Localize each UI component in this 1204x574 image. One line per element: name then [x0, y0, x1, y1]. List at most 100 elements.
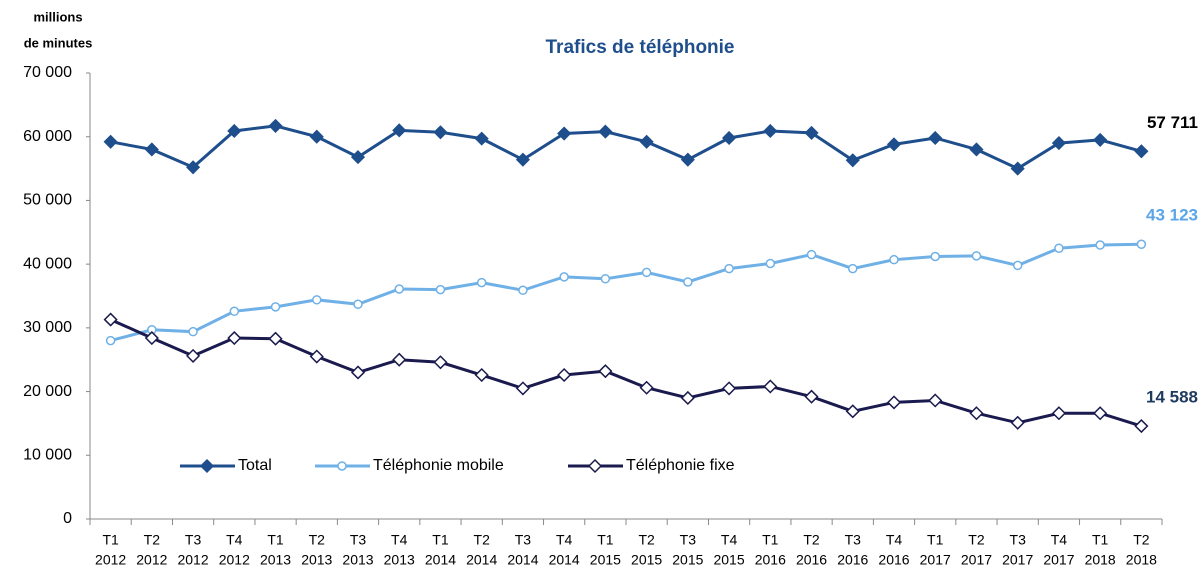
point: [806, 249, 817, 260]
x-tick-label: 2014: [425, 552, 456, 568]
point: [188, 326, 198, 337]
x-tick-label: 2017: [1043, 552, 1074, 568]
point: [724, 263, 734, 274]
point: [765, 258, 776, 269]
point: [392, 352, 407, 367]
series-line: [110, 242, 1142, 343]
y-axis-label: millions: [33, 9, 82, 24]
x-tick-label: 2016: [796, 552, 827, 568]
point: [268, 118, 283, 133]
point: [969, 406, 984, 421]
point: [1134, 418, 1149, 434]
point: [680, 152, 695, 167]
legend-label: Téléphonie mobile: [373, 457, 504, 474]
x-tick-label: 2016: [878, 552, 909, 568]
point: [928, 393, 943, 408]
y-tick-label: 0: [63, 510, 72, 527]
x-tick-label: 2014: [507, 552, 538, 568]
x-tick-label: T3: [1010, 532, 1027, 548]
x-tick-label: 2012: [95, 552, 126, 568]
point: [845, 153, 860, 168]
point: [350, 365, 366, 380]
x-tick-label: 2013: [301, 552, 332, 568]
point: [889, 254, 899, 265]
y-tick-label: 60 000: [23, 128, 72, 145]
x-tick-label: 2015: [590, 552, 621, 568]
x-tick-label: T2: [803, 532, 820, 548]
point: [680, 390, 695, 406]
y-tick-label: 40 000: [23, 255, 72, 272]
data-label: 57 711: [1147, 113, 1198, 132]
data-label: 43 123: [1146, 206, 1198, 225]
x-tick-label: T1: [432, 532, 449, 548]
x-tick-label: T1: [267, 532, 284, 548]
point: [312, 295, 322, 305]
legend-marker: [199, 458, 215, 474]
legend-marker: [337, 461, 347, 471]
x-tick-label: 2014: [549, 552, 580, 568]
point: [886, 395, 902, 410]
chart-title: Trafics de téléphonie: [546, 37, 735, 58]
x-tick-label: T2: [309, 532, 326, 548]
point: [930, 251, 940, 262]
y-tick-label: 10 000: [23, 447, 72, 464]
point: [557, 126, 572, 141]
point: [105, 335, 116, 346]
point: [350, 150, 366, 165]
point: [229, 306, 240, 317]
point: [227, 330, 242, 346]
point: [1093, 406, 1108, 421]
point: [928, 130, 943, 146]
x-tick-label: 2015: [672, 552, 703, 568]
x-tick-label: 2015: [713, 552, 744, 568]
x-tick-label: 2016: [755, 552, 786, 568]
x-tick-label: 2016: [837, 552, 868, 568]
point: [1093, 132, 1108, 147]
x-tick-label: T2: [638, 532, 655, 548]
x-tick-label: 2013: [342, 552, 373, 568]
point: [722, 130, 737, 146]
x-tick-label: 2018: [1126, 552, 1157, 568]
x-tick-label: 2015: [631, 552, 662, 568]
point: [557, 367, 572, 383]
x-tick-label: 2017: [1002, 552, 1033, 568]
point: [598, 124, 613, 139]
point: [103, 312, 118, 327]
point: [1051, 136, 1066, 151]
x-tick-label: 2013: [384, 552, 415, 568]
point: [763, 123, 778, 139]
point: [518, 285, 528, 296]
x-tick-label: T4: [391, 532, 408, 548]
point: [227, 123, 242, 139]
x-tick-label: T3: [350, 532, 367, 548]
point: [1012, 260, 1023, 271]
y-axis-label: de minutes: [24, 35, 93, 50]
x-tick-label: T3: [845, 532, 862, 548]
point: [1095, 240, 1105, 250]
point: [1010, 161, 1025, 176]
point: [763, 379, 778, 394]
point: [683, 277, 693, 287]
x-tick-label: T4: [886, 532, 903, 548]
x-tick-label: 2018: [1085, 552, 1116, 568]
x-tick-label: T1: [927, 532, 944, 548]
point: [103, 134, 118, 149]
point: [971, 251, 982, 261]
point: [804, 389, 819, 404]
x-tick-label: 2017: [961, 552, 992, 568]
point: [515, 381, 530, 396]
x-tick-label: 2017: [920, 552, 951, 568]
x-tick-label: T3: [185, 532, 202, 548]
x-tick-label: T1: [597, 532, 614, 548]
x-tick-label: T2: [144, 532, 161, 548]
point: [598, 364, 613, 379]
y-tick-label: 70 000: [23, 64, 72, 81]
point: [433, 355, 448, 370]
point: [186, 160, 201, 175]
x-tick-label: T3: [515, 532, 532, 548]
point: [639, 380, 654, 395]
point: [309, 349, 324, 364]
x-tick-label: T1: [102, 532, 119, 548]
x-tick-label: 2012: [136, 552, 167, 568]
x-tick-label: 2012: [177, 552, 208, 568]
